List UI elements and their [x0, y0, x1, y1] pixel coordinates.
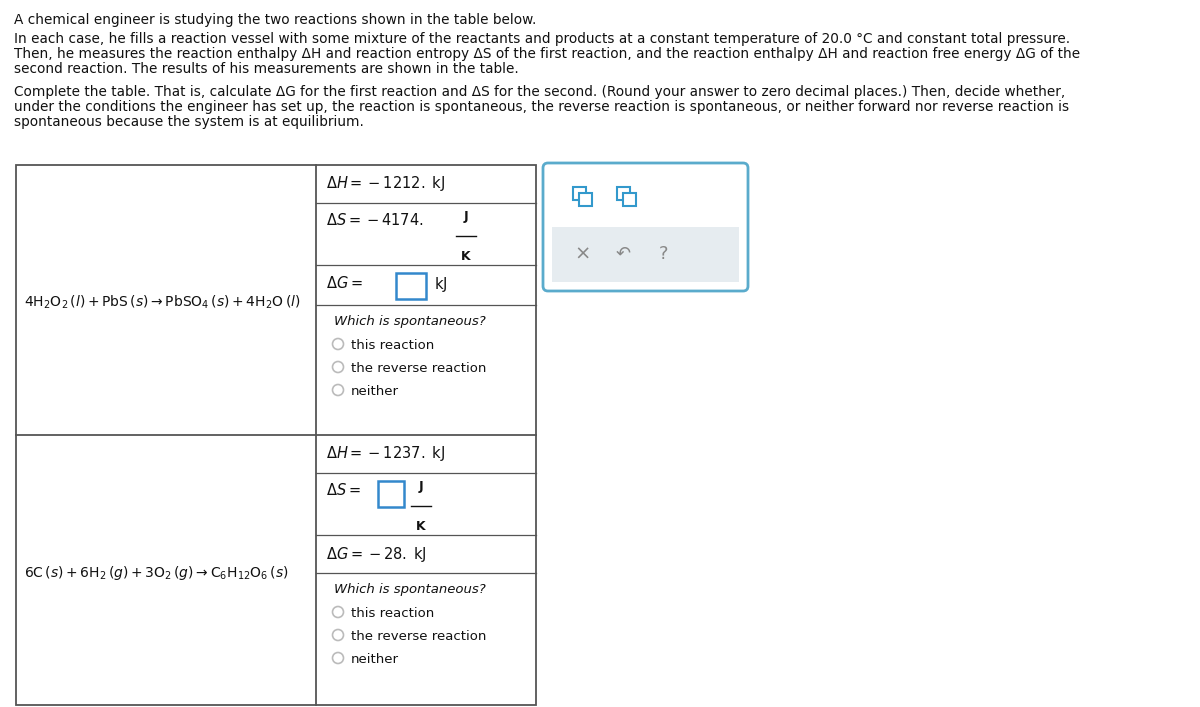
- Bar: [16, 165, 536, 705]
- Text: $\Delta S = -4174.$: $\Delta S = -4174.$: [326, 212, 424, 228]
- Text: $6\mathrm{C}\,(s) + 6\mathrm{H_2}\,(g) + 3\mathrm{O_2}\,(g) \rightarrow \mathrm{: $6\mathrm{C}\,(s) + 6\mathrm{H_2}\,(g) +…: [24, 564, 289, 582]
- Text: $\Delta G = -28.\;\mathrm{kJ}$: $\Delta G = -28.\;\mathrm{kJ}$: [326, 545, 427, 564]
- Bar: [580, 193, 592, 206]
- Text: $4\mathrm{H_2O_2}\,(l) + \mathrm{PbS}\,(s) \rightarrow \mathrm{PbSO_4}\,(s) + 4\: $4\mathrm{H_2O_2}\,(l) + \mathrm{PbS}\,(…: [24, 294, 300, 311]
- Bar: [617, 187, 630, 200]
- Bar: [552, 227, 739, 282]
- Text: neither: neither: [352, 385, 398, 398]
- Text: J: J: [419, 480, 424, 493]
- Text: $\Delta H = -1212.\;\mathrm{kJ}$: $\Delta H = -1212.\;\mathrm{kJ}$: [326, 174, 445, 193]
- Text: second reaction. The results of his measurements are shown in the table.: second reaction. The results of his meas…: [14, 62, 518, 76]
- Text: Which is spontaneous?: Which is spontaneous?: [334, 315, 486, 328]
- Text: the reverse reaction: the reverse reaction: [352, 630, 486, 643]
- Text: Complete the table. That is, calculate ΔG for the first reaction and ΔS for the : Complete the table. That is, calculate Δ…: [14, 85, 1066, 99]
- Text: ?: ?: [659, 245, 667, 263]
- Text: under the conditions the engineer has set up, the reaction is spontaneous, the r: under the conditions the engineer has se…: [14, 100, 1069, 114]
- Text: ↶: ↶: [616, 245, 630, 263]
- Text: this reaction: this reaction: [352, 607, 434, 620]
- Text: J: J: [463, 210, 468, 223]
- Bar: [623, 193, 636, 206]
- Text: this reaction: this reaction: [352, 339, 434, 352]
- Text: the reverse reaction: the reverse reaction: [352, 362, 486, 375]
- Bar: [396, 273, 426, 299]
- Text: $\Delta G = $: $\Delta G = $: [326, 275, 362, 291]
- Bar: [574, 187, 586, 200]
- Text: neither: neither: [352, 653, 398, 666]
- Text: A chemical engineer is studying the two reactions shown in the table below.: A chemical engineer is studying the two …: [14, 13, 536, 27]
- Text: K: K: [461, 250, 470, 263]
- Text: $\mathrm{kJ}$: $\mathrm{kJ}$: [434, 275, 448, 294]
- Text: ×: ×: [575, 245, 592, 264]
- Text: K: K: [416, 520, 426, 533]
- Bar: [378, 481, 404, 507]
- Text: spontaneous because the system is at equilibrium.: spontaneous because the system is at equ…: [14, 115, 364, 129]
- Text: In each case, he fills a reaction vessel with some mixture of the reactants and : In each case, he fills a reaction vessel…: [14, 32, 1070, 46]
- FancyBboxPatch shape: [542, 163, 748, 291]
- Text: Which is spontaneous?: Which is spontaneous?: [334, 583, 486, 596]
- Text: $\Delta H = -1237.\;\mathrm{kJ}$: $\Delta H = -1237.\;\mathrm{kJ}$: [326, 444, 445, 463]
- Text: $\Delta S = $: $\Delta S = $: [326, 482, 361, 498]
- Text: Then, he measures the reaction enthalpy ΔH and reaction entropy ΔS of the first : Then, he measures the reaction enthalpy …: [14, 47, 1080, 61]
